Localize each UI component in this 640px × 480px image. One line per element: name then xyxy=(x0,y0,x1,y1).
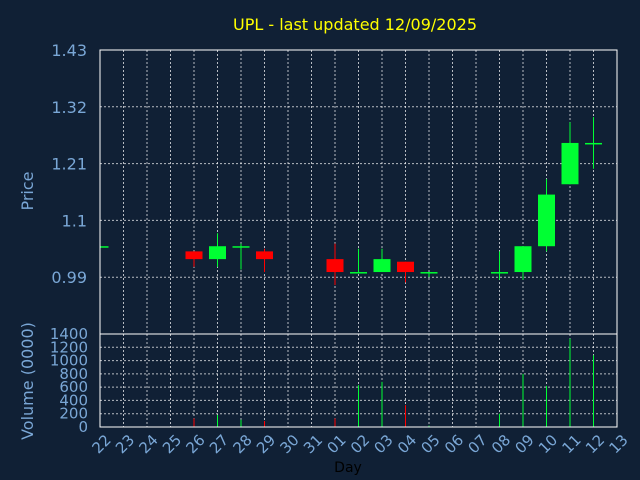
candle-body xyxy=(397,261,414,273)
price-tick-labels: 1.43 1.32 1.21 1.1 0.99 xyxy=(51,41,87,287)
volume-plot-frame xyxy=(99,333,618,428)
volume-tick-label: 1000 xyxy=(50,352,88,370)
candle-body xyxy=(373,259,391,273)
volume-tick-label: 400 xyxy=(59,391,88,409)
chart-title: UPL - last updated 12/09/2025 xyxy=(233,15,477,34)
candle-body xyxy=(100,246,109,248)
candle-body xyxy=(232,246,250,248)
volume-tick-label: 1400 xyxy=(50,325,88,343)
volume-tick-label: 800 xyxy=(59,365,88,383)
candle-body xyxy=(491,272,508,274)
volume-bars xyxy=(193,338,594,427)
price-axis-label: Price xyxy=(18,171,37,210)
candle-body xyxy=(350,272,367,274)
volume-tick-label: 1200 xyxy=(50,338,88,356)
candle-body xyxy=(538,194,555,247)
price-tick-label: 1.32 xyxy=(51,98,87,117)
volume-tick-label: 0 xyxy=(78,418,88,436)
candle-body xyxy=(185,251,203,260)
candle-body xyxy=(585,142,602,145)
candle-body xyxy=(256,251,273,260)
price-tick-label: 1.43 xyxy=(51,41,87,60)
candle-body xyxy=(420,272,438,274)
candle-body xyxy=(561,142,579,185)
candle-body xyxy=(326,259,344,273)
price-tick-label: 1.1 xyxy=(62,211,87,230)
volume-tick-label: 600 xyxy=(59,378,88,396)
candle-body xyxy=(514,246,532,273)
x-axis-label: Day xyxy=(334,460,362,476)
volume-axis-label: Volume (0000) xyxy=(18,322,37,440)
candle-body xyxy=(209,246,226,260)
price-grid xyxy=(99,49,618,334)
candlesticks xyxy=(100,117,602,285)
x-tick-labels: 2223242526272829303101020304050607080910… xyxy=(89,431,632,457)
volume-tick-label: 200 xyxy=(59,405,88,423)
price-tick-label: 0.99 xyxy=(51,268,87,287)
price-tick-label: 1.21 xyxy=(51,155,87,174)
